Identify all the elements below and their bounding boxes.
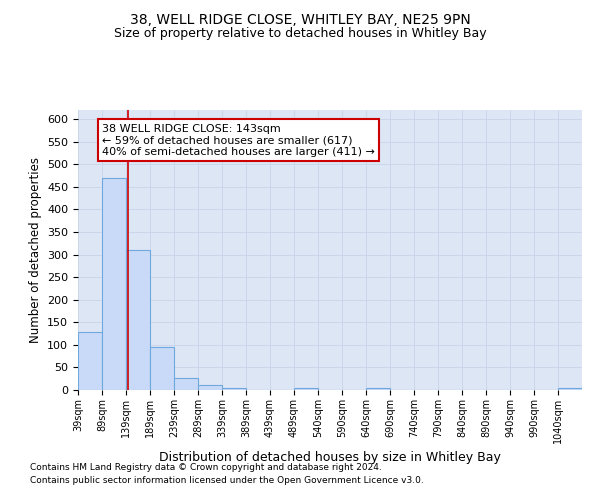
Bar (222, 388, 246, 390)
Bar (558, 388, 582, 390)
Bar (126, 250, 150, 390)
Bar (198, 386, 222, 390)
Bar (366, 388, 390, 390)
Bar (102, 178, 126, 390)
Bar (78, 332, 102, 390)
Bar (150, 347, 174, 390)
Bar (174, 378, 198, 390)
Text: Size of property relative to detached houses in Whitley Bay: Size of property relative to detached ho… (113, 28, 487, 40)
Text: Contains public sector information licensed under the Open Government Licence v3: Contains public sector information licen… (30, 476, 424, 485)
Bar (294, 388, 318, 390)
Text: 38, WELL RIDGE CLOSE, WHITLEY BAY, NE25 9PN: 38, WELL RIDGE CLOSE, WHITLEY BAY, NE25 … (130, 12, 470, 26)
Text: Contains HM Land Registry data © Crown copyright and database right 2024.: Contains HM Land Registry data © Crown c… (30, 464, 382, 472)
Text: 38 WELL RIDGE CLOSE: 143sqm
← 59% of detached houses are smaller (617)
40% of se: 38 WELL RIDGE CLOSE: 143sqm ← 59% of det… (102, 124, 375, 156)
Y-axis label: Number of detached properties: Number of detached properties (29, 157, 41, 343)
X-axis label: Distribution of detached houses by size in Whitley Bay: Distribution of detached houses by size … (159, 451, 501, 464)
